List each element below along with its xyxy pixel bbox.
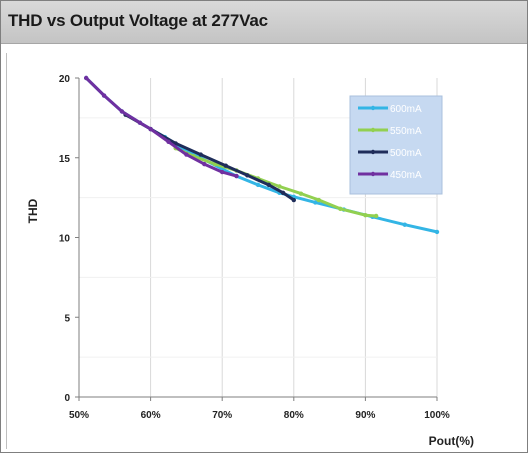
chart-title: THD vs Output Voltage at 277Vac [8,11,268,30]
data-point-600mA [313,200,318,205]
data-point-550mA [316,197,322,203]
data-point-600mA [255,182,261,188]
series-line-450mA [84,76,238,178]
x-tick-label: 90% [355,410,375,421]
legend-marker-550mA [370,127,376,133]
x-tick-label: 50% [69,410,89,421]
data-point-550mA [373,213,379,219]
x-tick-label: 100% [424,410,450,421]
data-point-500mA [198,152,203,157]
data-point-500mA [223,163,228,168]
data-point-450mA [119,109,125,114]
data-point-550mA [338,206,343,211]
legend-label-600mA: 600mA [390,104,422,115]
legend-marker-450mA [370,171,376,177]
y-tick-label: 5 [64,313,70,324]
data-point-450mA [101,93,107,98]
plot-frame [6,53,523,449]
data-point-500mA [291,197,296,203]
x-tick-label: 80% [284,410,304,421]
data-point-450mA [184,152,189,157]
legend-label-550mA: 550mA [390,126,422,137]
data-point-450mA [202,161,207,167]
data-point-500mA [266,182,271,188]
data-point-550mA [298,191,304,196]
legend-marker-500mA [370,149,376,155]
y-tick-label: 20 [59,74,71,85]
legend-marker-600mA [370,105,376,111]
y-tick-label: 0 [64,393,70,404]
data-point-450mA [234,173,239,179]
data-point-500mA [280,190,286,196]
y-tick-label: 15 [59,154,71,165]
x-tick-label: 70% [212,410,232,421]
data-point-450mA [220,169,225,175]
legend-box [349,95,443,195]
data-point-550mA [277,184,282,189]
data-point-450mA [148,126,153,132]
x-tick-label: 60% [141,410,161,421]
data-point-500mA [245,173,250,178]
data-point-550mA [363,212,368,218]
legend-label-500mA: 500mA [390,148,422,159]
y-axis-label: THD [26,198,40,223]
data-point-450mA [166,139,171,144]
data-point-600mA [434,229,440,235]
legend-label-450mA: 450mA [390,170,422,181]
data-point-450mA [83,75,89,81]
x-axis-label: Pout(%) [429,434,474,448]
data-point-600mA [402,222,407,227]
data-point-450mA [137,120,143,125]
chart-header: THD vs Output Voltage at 277Vac [1,1,527,44]
y-tick-label: 10 [59,234,71,245]
